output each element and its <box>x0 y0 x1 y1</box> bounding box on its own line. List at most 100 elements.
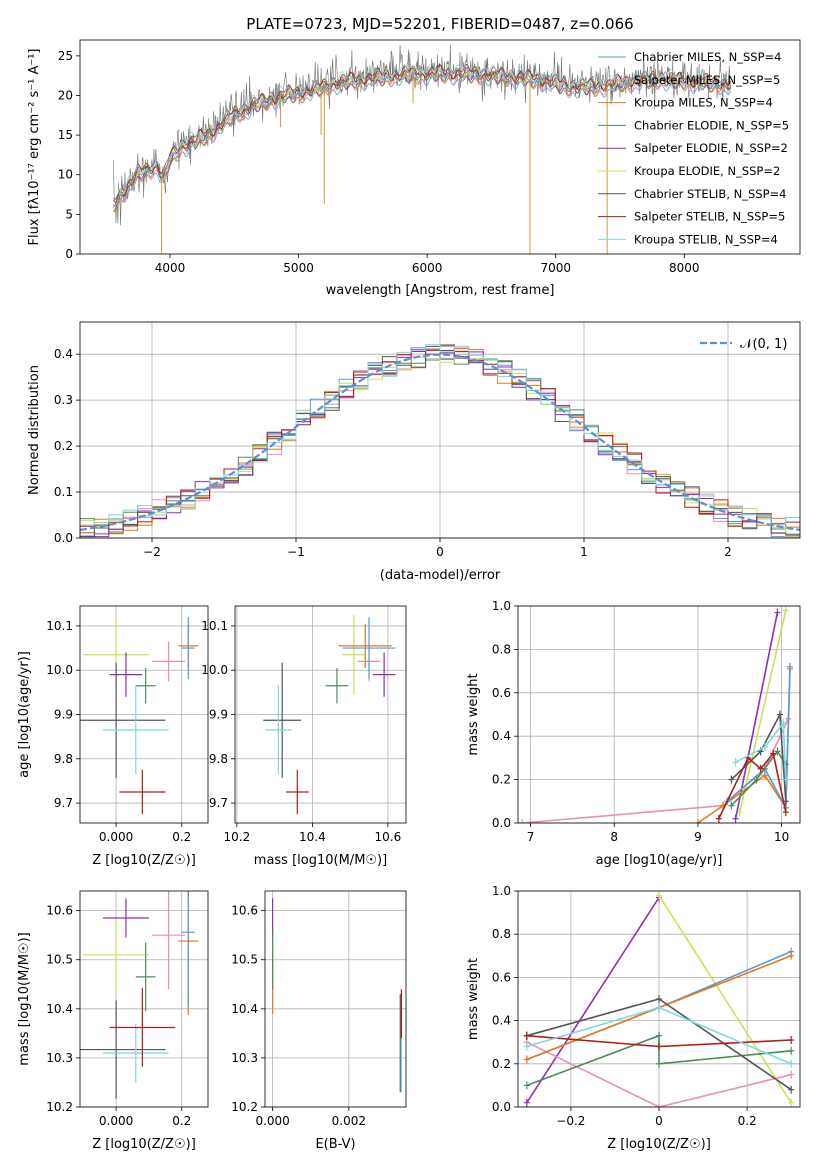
model-spectrum-s_miles <box>113 69 732 210</box>
y-tick-label: 10.2 <box>231 1100 258 1114</box>
weight-line-c_stelib <box>730 711 787 802</box>
x-axis-label: Z [log10(Z/Z☉)] <box>607 1137 711 1152</box>
x-tick-label: −2 <box>143 545 161 559</box>
y-tick-label: 10.2 <box>46 1100 73 1114</box>
x-tick-label: 5000 <box>283 261 314 275</box>
axes-frame <box>79 321 801 539</box>
y-tick-label: 10.6 <box>231 904 258 918</box>
panel-residuals: −2 −1 0 1 2 0.0 0.1 0.2 0.3 0.4 𝒩(0, 1) (data-model… <box>27 321 801 583</box>
chart-title: PLATE=0723, MJD=52201, FIBERID=0487, z=0… <box>246 15 633 33</box>
y-tick-label: 10 <box>58 168 73 182</box>
x-tick-label: 10.2 <box>224 830 251 844</box>
x-axis-label: Z [log10(Z/Z☉)] <box>92 853 196 868</box>
y-tick-label: 0.0 <box>492 816 511 830</box>
panel-age-vs-mass: 10.2 10.4 10.6 9.7 9.8 9.9 10.0 10.1 mass [log10… <box>201 605 407 868</box>
y-tick-label: 1.0 <box>492 599 511 613</box>
legend-label: Kroupa MILES, N_SSP=4 <box>634 96 773 110</box>
y-tick-label: 10.4 <box>46 1002 73 1016</box>
y-tick-label: 9.8 <box>54 752 73 766</box>
y-axis-label: mass weight <box>466 958 481 1040</box>
y-tick-label: 5 <box>65 207 73 221</box>
legend-label: Salpeter STELIB, N_SSP=5 <box>634 210 785 224</box>
y-tick-label: 9.7 <box>54 796 73 810</box>
model-spectrum-c_stelib <box>113 64 732 200</box>
y-tick-label: 1.0 <box>492 884 511 898</box>
y-axis-label: mass weight <box>466 673 481 755</box>
y-tick-label: 0.2 <box>492 1057 511 1071</box>
plot-area <box>263 614 396 815</box>
y-tick-label: 20 <box>58 88 73 102</box>
y-axis-label: age [log10(age/yr)] <box>17 651 32 778</box>
y-tick-label: 0.6 <box>492 970 511 984</box>
y-tick-label: 10.1 <box>46 619 73 633</box>
y-tick-label: 0.2 <box>54 439 73 453</box>
weight-line-k_elodie <box>739 610 787 813</box>
x-tick-label: 10.4 <box>299 830 326 844</box>
plot-area <box>80 891 199 1099</box>
x-tick-label: 1 <box>580 545 588 559</box>
weight-line-s_elodie <box>734 612 779 819</box>
y-tick-label: 0.0 <box>54 531 73 545</box>
x-tick-label: 7 <box>527 830 535 844</box>
y-tick-label: 0.2 <box>492 773 511 787</box>
plot-area <box>80 614 199 815</box>
legend-label: 𝒩(0, 1) <box>740 337 787 352</box>
y-tick-label: 10.6 <box>46 904 73 918</box>
legend-label: Kroupa ELODIE, N_SSP=2 <box>634 164 780 178</box>
legend-label: Chabrier MILES, N_SSP=4 <box>634 50 781 64</box>
x-axis-label: age [log10(age/yr)] <box>596 853 723 868</box>
x-tick-label: 0.2 <box>738 1114 757 1128</box>
panel-weight-vs-age: 7 8 9 10 0.0 0.2 0.4 0.6 0.8 1.0 age [log10(age/yr… <box>466 599 801 868</box>
y-tick-label: 0.0 <box>492 1100 511 1114</box>
axes-frame <box>517 890 801 1108</box>
y-tick-label: 0.8 <box>492 642 511 656</box>
x-axis-label: E(B-V) <box>315 1137 355 1152</box>
y-tick-label: 0.4 <box>492 1014 511 1028</box>
x-tick-label: 0.000 <box>99 1114 133 1128</box>
panel-weight-vs-Z: −0.2 0 0.2 0.0 0.2 0.4 0.6 0.8 1.0 Z [log10(Z/Z☉)… <box>466 884 801 1152</box>
x-tick-label: 4000 <box>155 261 186 275</box>
legend-label: Kroupa STELIB, N_SSP=4 <box>634 232 778 246</box>
model-spectrum-s_elodie <box>113 66 731 207</box>
x-tick-label: 10 <box>774 830 789 844</box>
y-tick-label: 10.5 <box>231 953 258 967</box>
legend-label: Chabrier STELIB, N_SSP=4 <box>634 187 786 201</box>
y-tick-label: 0.6 <box>492 686 511 700</box>
y-tick-label: 9.7 <box>209 796 228 810</box>
x-tick-label: 9 <box>694 830 702 844</box>
legend-label: Salpeter MILES, N_SSP=5 <box>634 73 780 87</box>
legend: Chabrier MILES, N_SSP=4 Salpeter MILES, N… <box>598 50 789 246</box>
normal-curve <box>80 353 800 531</box>
y-tick-label: 10.3 <box>231 1051 258 1065</box>
x-axis-label: (data-model)/error <box>380 568 501 583</box>
x-axis-label: Z [log10(Z/Z☉)] <box>92 1137 196 1152</box>
weight-line-k_stelib <box>735 720 787 780</box>
axes-frame <box>234 605 407 824</box>
x-tick-label: 2 <box>724 545 732 559</box>
axes-frame <box>264 890 407 1108</box>
y-tick-label: 10.5 <box>46 953 73 967</box>
y-tick-label: 10.4 <box>231 1002 258 1016</box>
y-tick-label: 0.4 <box>54 347 73 361</box>
legend-label: Chabrier ELODIE, N_SSP=5 <box>634 118 789 132</box>
y-tick-label: 10.1 <box>201 619 228 633</box>
weight-line-c_elodie <box>730 749 787 807</box>
y-tick-label: 0 <box>65 247 73 261</box>
y-tick-label: 9.9 <box>209 708 228 722</box>
plot-area <box>113 44 732 254</box>
y-tick-label: 0.8 <box>492 927 511 941</box>
weight-line-k_elodie <box>658 894 792 1104</box>
y-tick-label: 0.3 <box>54 393 73 407</box>
x-tick-label: 0.2 <box>172 1114 191 1128</box>
panel-spectrum: 4000 5000 6000 7000 8000 0 5 10 15 20 25 PLATE=0723… <box>27 15 801 298</box>
axes-frame <box>79 890 209 1108</box>
y-tick-label: 0.4 <box>492 729 511 743</box>
x-tick-label: 0.2 <box>172 830 191 844</box>
model-spectrum-k_stelib <box>113 62 731 206</box>
y-tick-label: 10.0 <box>201 663 228 677</box>
y-tick-label: 9.9 <box>54 708 73 722</box>
y-tick-label: 10.0 <box>46 663 73 677</box>
y-axis-label: mass [log10(M/M☉)] <box>17 932 32 1065</box>
x-tick-label: −1 <box>287 545 305 559</box>
x-tick-label: 0.000 <box>255 1114 289 1128</box>
